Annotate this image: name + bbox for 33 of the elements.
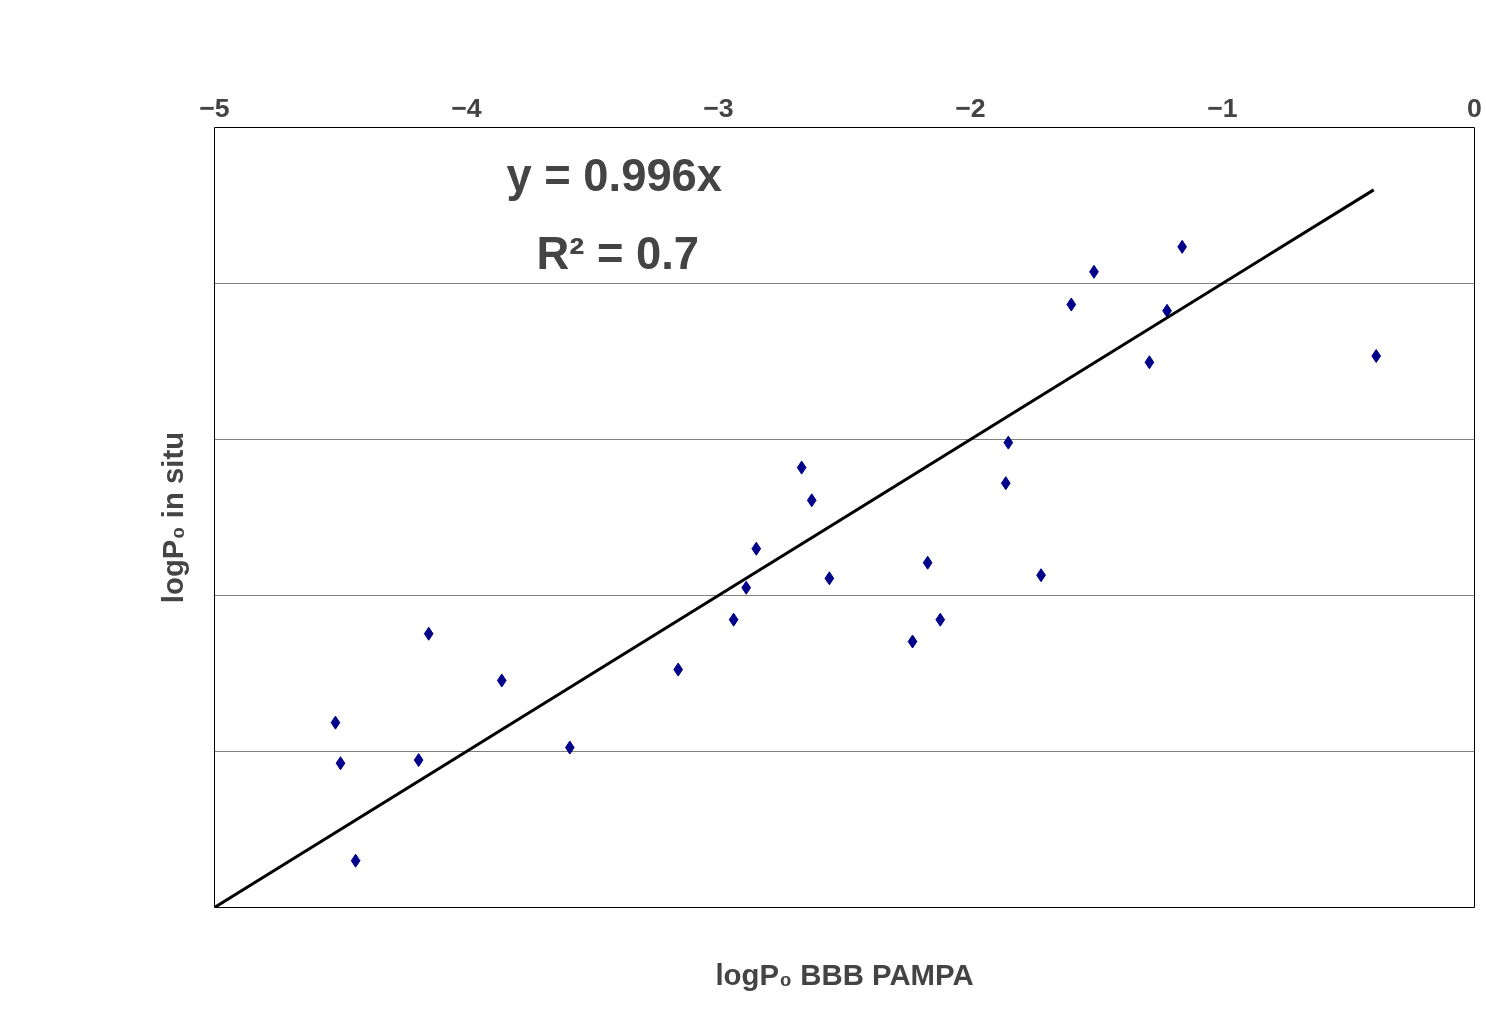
point (922, 555, 933, 570)
x-tick-label: −2 (955, 92, 986, 123)
point (1144, 355, 1155, 370)
point (330, 715, 341, 730)
point (335, 756, 346, 771)
x-tick-label: −1 (1207, 92, 1238, 123)
point (350, 853, 361, 868)
x-tick-label: 0 (1467, 92, 1482, 123)
annotation: y = 0.996x (506, 150, 723, 201)
point (1003, 435, 1014, 450)
x-tick-label: −5 (199, 92, 230, 123)
point (1371, 349, 1382, 364)
point (935, 612, 946, 627)
annotation: R² = 0.7 (536, 228, 699, 279)
point (806, 493, 817, 508)
x-tick-label: −4 (451, 92, 482, 123)
x-tick-label: −3 (703, 92, 734, 123)
point (1066, 297, 1077, 312)
point (673, 662, 684, 677)
point (824, 571, 835, 586)
point (1177, 239, 1188, 254)
x-axis-title: logP₀ BBB PAMPA (715, 957, 974, 991)
point (728, 612, 739, 627)
point (796, 460, 807, 475)
point (907, 634, 918, 649)
point (751, 541, 762, 556)
point (564, 740, 575, 755)
point (423, 626, 434, 641)
y-axis-title: logP₀ in situ (155, 431, 189, 604)
point (413, 753, 424, 768)
point (741, 580, 752, 595)
point (1000, 476, 1011, 491)
point (496, 673, 507, 688)
